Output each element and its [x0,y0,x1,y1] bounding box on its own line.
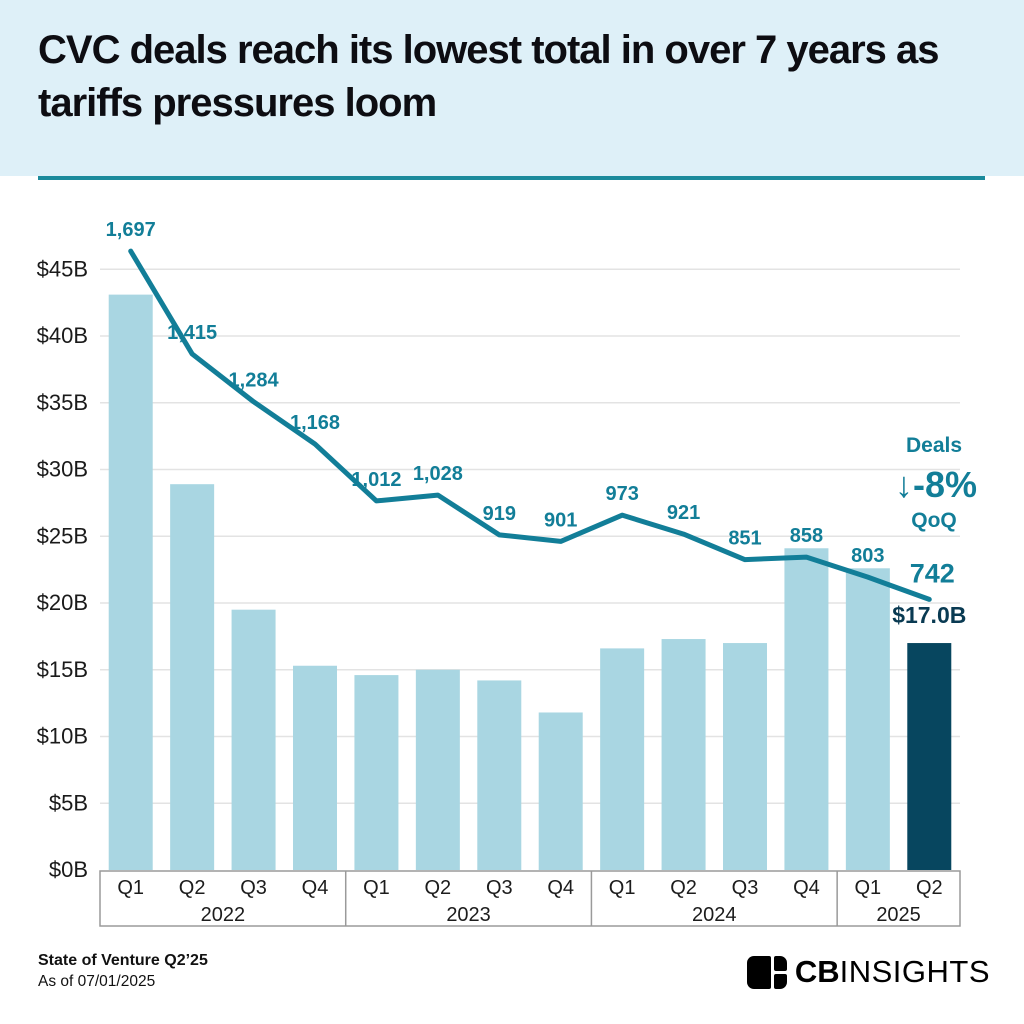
bar-Q4-normal-7 [538,712,583,870]
deal-count-label-2: 1,284 [229,370,280,392]
deals-line [128,248,932,602]
logo-icon-bottom-square [773,973,787,989]
quarter-label-5-Q2: Q2 [425,877,452,899]
footer-as-of-date: As of 07/01/2025 [38,973,156,990]
y-tick-label-25B: $25B [37,523,88,548]
logo-text-insights: INSIGHTS [839,954,990,989]
y-tick-label-10B: $10B [37,724,88,749]
quarter-label-12-Q1: Q1 [855,877,882,899]
deal-count-label-3: 1,168 [290,412,340,434]
bar-Q2-highlight-13 [907,643,952,870]
accent-rule [38,176,985,180]
year-label-2022: 2022 [201,904,246,926]
y-tick-label-30B: $30B [37,457,88,482]
x-axis-box [99,870,961,927]
bar-Q2-normal-1 [170,484,215,870]
bar-Q1-normal-12 [845,568,890,870]
y-tick-label-35B: $35B [37,390,88,415]
bar-Q2-normal-5 [415,669,460,870]
deal-count-label-8: 973 [605,483,638,505]
quarter-label-2-Q3: Q3 [240,877,267,899]
deal-count-label-9: 921 [667,502,700,524]
deal-count-label-6: 919 [483,503,516,525]
year-label-2024: 2024 [692,904,737,926]
bar-Q1-normal-8 [600,648,645,870]
bar-Q4-normal-11 [784,548,829,870]
logo-icon-left-block [746,955,771,989]
annotation-qoq: QoQ [911,509,957,532]
annotation-delta-with-down-arrow-icon: ↓-8% [895,464,977,505]
y-tick-label-45B: $45B [37,256,88,281]
cbinsights-logo: CBINSIGHTS [746,954,990,990]
quarter-label-6-Q3: Q3 [486,877,513,899]
y-tick-label-15B: $15B [37,657,88,682]
cbinsights-logo-text: CBINSIGHTS [795,954,990,990]
cbinsights-logo-icon [746,955,787,989]
footer-source: State of Venture Q2’25 [38,952,208,969]
quarter-label-3-Q4: Q4 [302,877,329,899]
quarter-label-0-Q1: Q1 [117,877,144,899]
deal-count-label-5: 1,028 [413,463,463,485]
y-tick-label-40B: $40B [37,323,88,348]
quarter-label-13-Q2: Q2 [916,877,943,899]
year-label-2023: 2023 [446,904,491,926]
quarter-label-8-Q1: Q1 [609,877,636,899]
quarter-label-1-Q2: Q2 [179,877,206,899]
bar-Q1-normal-0 [108,294,153,870]
bar-Q3-normal-2 [231,609,276,870]
page-title: CVC deals reach its lowest total in over… [38,28,940,126]
quarter-label-10-Q3: Q3 [732,877,759,899]
y-tick-label-20B: $20B [37,590,88,615]
y-tick-label-5B: $5B [49,790,88,815]
deal-count-label-1: 1,415 [167,322,217,344]
header-banner: CVC deals reach its lowest total in over… [0,0,1024,176]
bar-Q3-normal-6 [477,680,522,870]
deal-count-label-13: 742 [910,558,955,588]
deal-count-label-12: 803 [851,545,884,567]
logo-text-cb: CB [794,954,840,989]
bar-Q3-normal-10 [723,643,767,870]
bar-Q1-normal-4 [354,675,399,870]
quarter-label-7-Q4: Q4 [547,877,574,899]
deal-count-label-0: 1,697 [106,219,156,241]
logo-icon-top-square [773,955,787,971]
y-tick-label-0B: $0B [49,857,88,882]
highlight-bar-value-label: $17.0B [892,602,966,628]
deal-count-label-10: 851 [728,528,761,550]
annotation-deals-title: Deals [906,434,962,457]
deal-count-label-7: 901 [544,509,577,531]
bar-Q2-normal-9 [661,639,706,870]
deal-count-label-11: 858 [790,525,823,547]
deal-count-label-4: 1,012 [351,469,401,491]
year-label-2025: 2025 [876,904,921,926]
quarter-label-4-Q1: Q1 [363,877,390,899]
bar-Q4-normal-3 [293,665,337,870]
quarter-label-9-Q2: Q2 [670,877,697,899]
quarter-label-11-Q4: Q4 [793,877,820,899]
